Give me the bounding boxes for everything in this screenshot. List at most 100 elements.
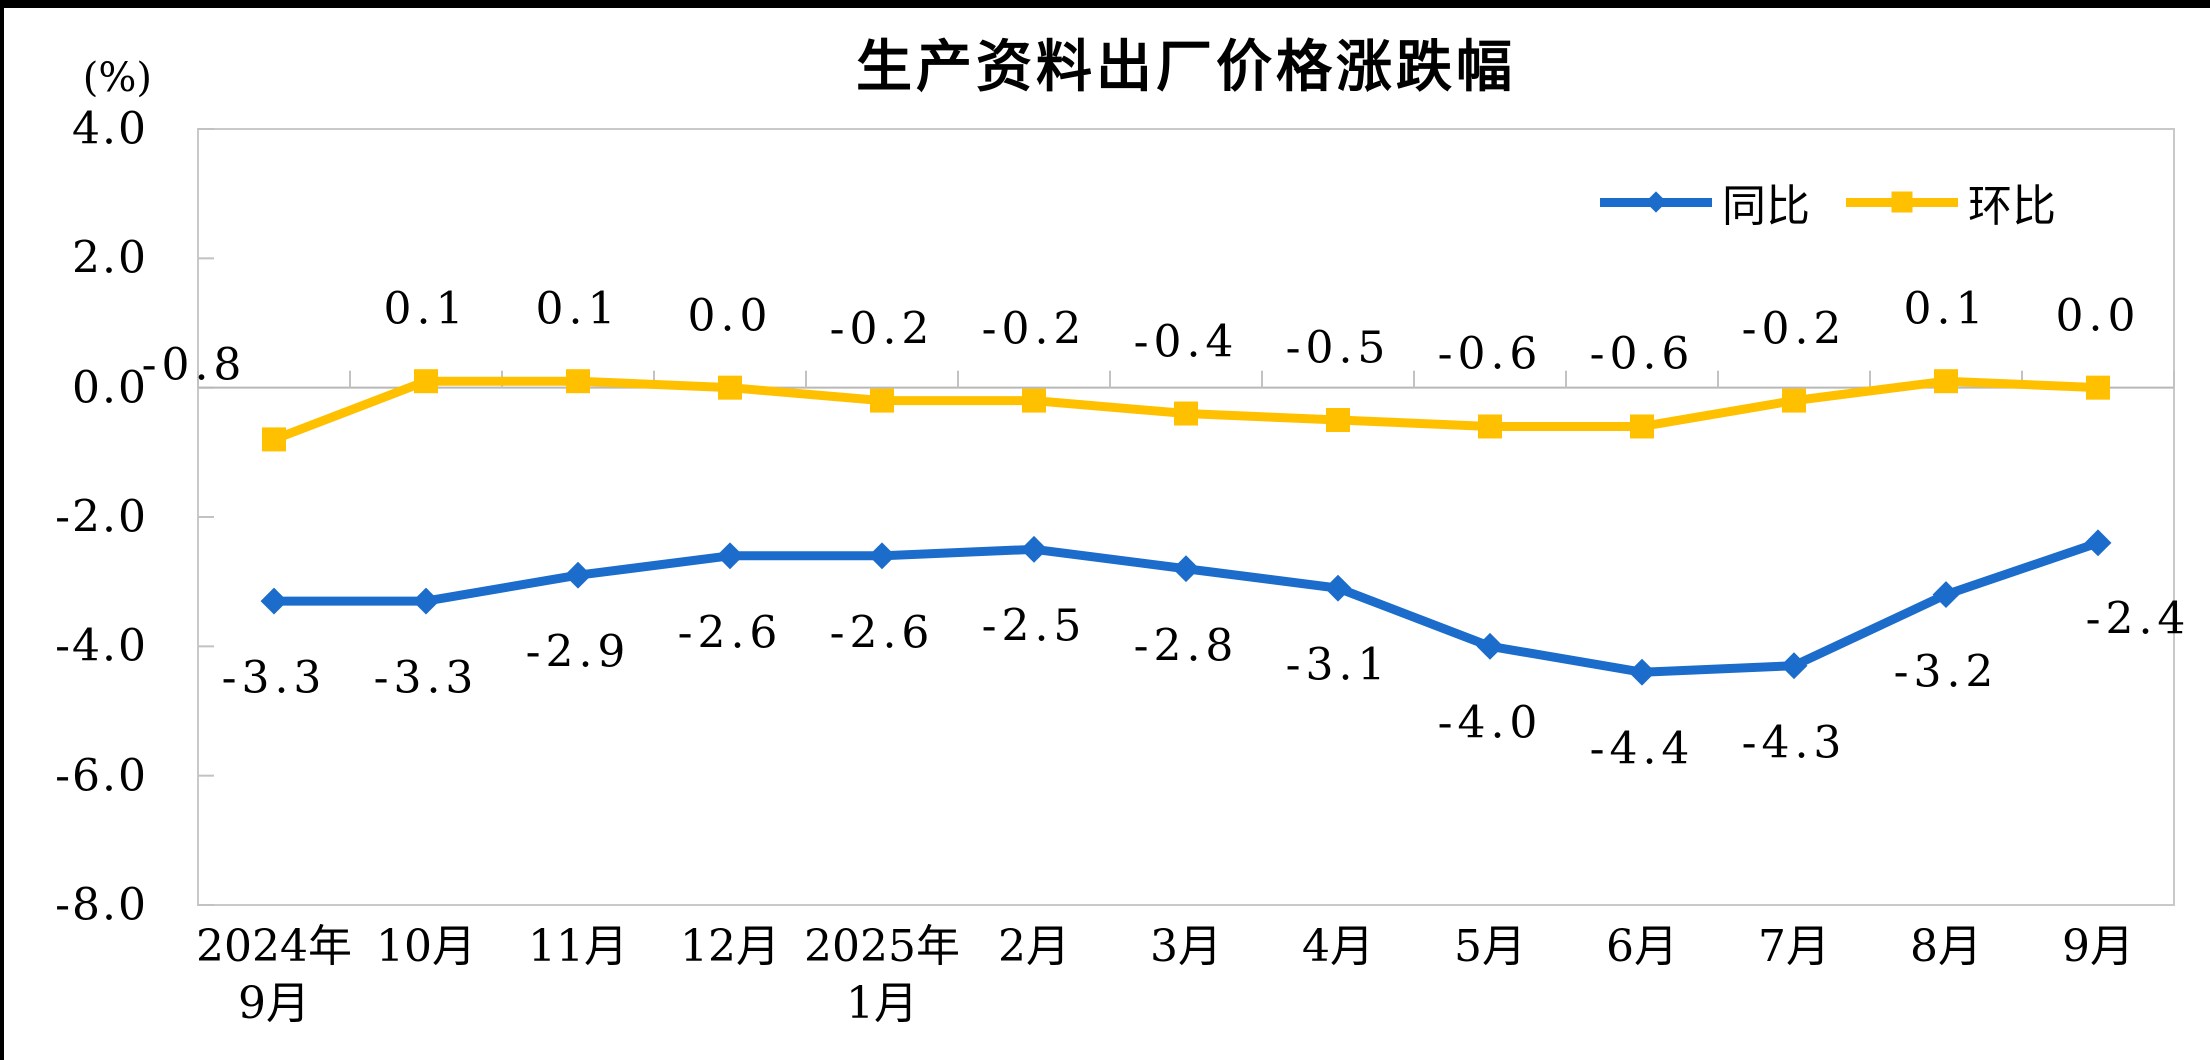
data-label-环比: -0.6 <box>1589 328 1695 380</box>
y-axis-label: -8.0 <box>55 879 148 931</box>
legend-item-同比: 同比 <box>1600 170 1810 234</box>
diamond-marker <box>716 542 744 570</box>
data-label-环比: -0.2 <box>981 303 1087 355</box>
diamond-marker <box>1476 632 1504 660</box>
diamond-marker <box>1780 652 1808 680</box>
data-label-同比: -3.3 <box>221 652 327 704</box>
diamond-marker <box>2084 529 2112 557</box>
y-axis-label: 2.0 <box>72 232 148 284</box>
frame-left-border <box>0 0 4 1060</box>
chart-title: 生产资料出厂价格涨跌幅 <box>856 35 1516 100</box>
data-label-环比: -0.8 <box>141 339 247 391</box>
x-axis-label-line: 9月 <box>237 978 310 1029</box>
data-label-环比: -0.2 <box>829 303 935 355</box>
data-label-环比: -0.4 <box>1133 316 1239 368</box>
data-label-环比: -0.2 <box>1741 303 1847 355</box>
x-axis-label: 12月 <box>680 918 780 975</box>
y-axis-unit-label: (%) <box>82 55 152 101</box>
x-axis-label: 3月 <box>1150 918 1222 975</box>
data-label-同比: -3.3 <box>373 652 479 704</box>
square-marker <box>414 369 438 394</box>
x-axis-label-line: 1月 <box>845 978 918 1029</box>
x-axis-label-line: 11月 <box>528 921 628 972</box>
square-marker <box>1326 408 1350 432</box>
square-marker <box>1934 369 1958 394</box>
data-label-环比: 0.1 <box>1903 283 1989 335</box>
data-label-环比: 0.0 <box>687 290 773 342</box>
x-axis-label: 10月 <box>376 918 476 975</box>
x-axis-label-line: 5月 <box>1454 921 1526 972</box>
data-label-环比: -0.6 <box>1437 328 1543 380</box>
data-label-同比: -2.9 <box>525 626 631 678</box>
diamond-marker <box>1172 555 1200 583</box>
data-label-环比: 0.0 <box>2055 290 2141 342</box>
data-label-同比: -2.8 <box>1133 620 1239 672</box>
y-axis-label: -2.0 <box>55 491 148 543</box>
square-marker <box>262 427 286 452</box>
legend: 同比 环比 <box>1600 170 2056 234</box>
square-marker <box>718 375 742 400</box>
data-label-同比: -3.1 <box>1285 639 1391 691</box>
square-marker <box>2086 375 2110 400</box>
legend-label: 环比 <box>1968 181 2056 232</box>
x-axis-label-line: 12月 <box>680 921 780 972</box>
x-axis-label: 2025年 1月 <box>804 918 960 1032</box>
diamond-marker <box>1324 574 1352 602</box>
square-marker-icon <box>1891 191 1913 213</box>
diamond-marker <box>412 587 440 615</box>
y-axis-label: -6.0 <box>55 750 148 802</box>
x-axis-label: 4月 <box>1302 918 1374 975</box>
legend-line-sample <box>1600 191 1712 213</box>
square-marker <box>1782 388 1806 413</box>
x-axis-label: 2024年 9月 <box>196 918 352 1032</box>
x-axis-label-line: 10月 <box>376 921 476 972</box>
x-axis-label: 6月 <box>1606 918 1678 975</box>
square-marker <box>1174 401 1198 426</box>
y-axis-label: -4.0 <box>55 620 148 672</box>
data-label-同比: -2.6 <box>677 607 783 659</box>
x-axis-label: 9月 <box>2062 918 2134 975</box>
data-label-环比: -0.5 <box>1285 322 1391 374</box>
diamond-marker <box>260 587 288 615</box>
diamond-marker <box>868 542 896 570</box>
data-label-环比: 0.1 <box>383 283 469 335</box>
x-axis-label-line: 7月 <box>1758 921 1830 972</box>
x-axis-label-line: 2024年 <box>196 921 352 972</box>
square-marker <box>1022 388 1046 413</box>
diamond-marker <box>1020 535 1048 563</box>
data-label-同比: -2.4 <box>2085 593 2191 645</box>
plot-border <box>197 128 2175 906</box>
diamond-marker-icon <box>1645 191 1667 213</box>
data-label-同比: -3.2 <box>1893 646 1999 698</box>
x-axis-label: 8月 <box>1910 918 1982 975</box>
diamond-marker <box>564 561 592 589</box>
frame-top-border <box>0 0 2210 8</box>
square-marker <box>1478 414 1502 439</box>
data-label-同比: -4.4 <box>1589 723 1695 775</box>
x-axis-label-line: 8月 <box>1910 921 1982 972</box>
data-label-环比: 0.1 <box>535 283 621 335</box>
legend-label: 同比 <box>1722 181 1810 232</box>
x-axis-label: 5月 <box>1454 918 1526 975</box>
y-axis-label: 4.0 <box>72 103 148 155</box>
square-marker <box>1630 414 1654 439</box>
y-axis-label: 0.0 <box>72 362 148 414</box>
x-axis-label-line: 4月 <box>1302 921 1374 972</box>
x-axis-label-line: 3月 <box>1150 921 1222 972</box>
x-axis-label-line: 2025年 <box>804 921 960 972</box>
x-axis-label: 2月 <box>998 918 1070 975</box>
diamond-marker <box>1628 658 1656 686</box>
data-label-同比: -2.5 <box>981 600 1087 652</box>
x-axis-label-line: 2月 <box>998 921 1070 972</box>
data-label-同比: -4.3 <box>1741 717 1847 769</box>
diamond-marker <box>1932 581 1960 609</box>
x-axis-label-line: 6月 <box>1606 921 1678 972</box>
data-label-同比: -2.6 <box>829 607 935 659</box>
square-marker <box>870 388 894 413</box>
x-axis-label-line: 9月 <box>2062 921 2134 972</box>
square-marker <box>566 369 590 394</box>
x-axis-label: 11月 <box>528 918 628 975</box>
legend-item-环比: 环比 <box>1846 170 2056 234</box>
